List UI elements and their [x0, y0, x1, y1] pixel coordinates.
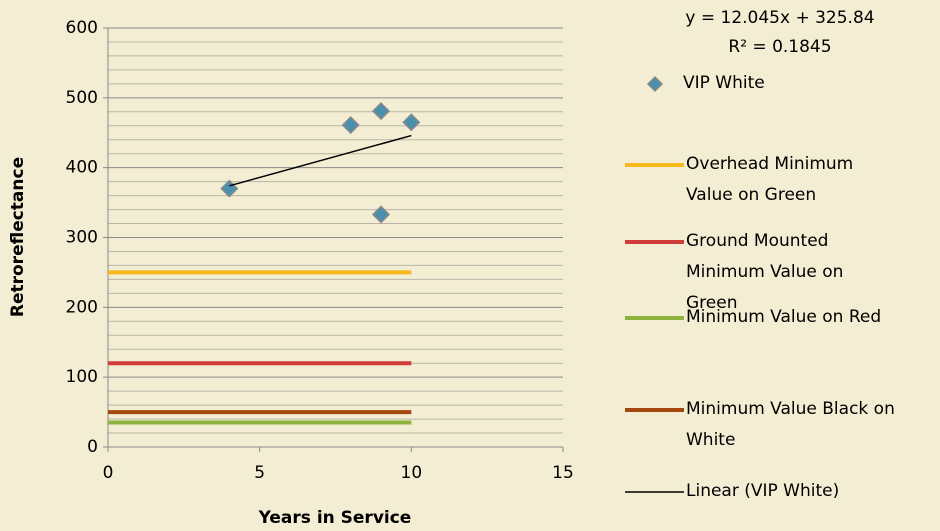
point: [220, 179, 239, 198]
x-tick-label: 5: [254, 463, 265, 483]
x-axis-label: Years in Service: [258, 508, 412, 528]
legend-label: Overhead Minimum Value on Green: [686, 154, 854, 205]
y-tick-label: 600: [66, 18, 98, 38]
legend-label: Minimum Value Black on White: [686, 399, 895, 450]
y-tick-label: 0: [87, 437, 98, 457]
legend-marker: [646, 75, 664, 93]
point: [371, 102, 391, 121]
r-squared: R² = 0.1845: [728, 37, 831, 57]
legend-label: Ground Mounted Minimum Value on Green: [686, 231, 844, 313]
x-tick-label: 15: [552, 463, 574, 483]
y-tick-label: 200: [66, 297, 98, 317]
legend-label: Minimum Value on Red: [686, 307, 882, 327]
legend-label: VIP White: [683, 73, 765, 93]
y-axis-label: Retroreflectance: [8, 157, 28, 317]
x-tick-label: 10: [401, 463, 423, 483]
y-tick-label: 300: [66, 228, 98, 248]
x-tick-label: 0: [103, 463, 114, 483]
y-tick-label: 400: [66, 158, 98, 178]
legend-label: Linear (VIP White): [686, 481, 840, 501]
point: [341, 116, 360, 135]
point: [371, 205, 391, 224]
equation: y = 12.045x + 325.84: [685, 8, 874, 28]
y-tick-label: 500: [66, 88, 98, 108]
point: [402, 113, 421, 132]
y-tick-label: 100: [66, 367, 98, 387]
trendline: [229, 134, 412, 187]
